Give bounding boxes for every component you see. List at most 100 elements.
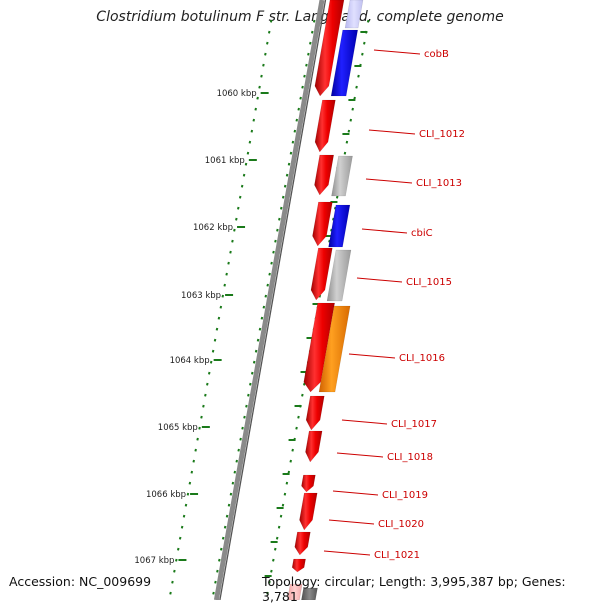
- gene-feature[interactable]: [305, 395, 325, 431]
- gene-feature[interactable]: [299, 492, 318, 531]
- ruler-dot: [236, 206, 240, 210]
- ruler-dot: [275, 536, 279, 540]
- ruler-dot: [254, 107, 257, 111]
- ruler-dot: [240, 184, 244, 188]
- ruler-dot: [258, 85, 261, 89]
- ruler-dot: [297, 415, 300, 419]
- ruler-dot: [190, 470, 194, 474]
- ruler-dot: [355, 85, 358, 89]
- ruler-dot: [357, 74, 360, 78]
- ruler-dot: [260, 316, 264, 320]
- ruler-dot: [264, 294, 268, 298]
- label-leader-line: [365, 178, 413, 184]
- ruler-dot: [267, 30, 271, 34]
- gene-feature[interactable]: [318, 305, 351, 393]
- ruler-dot: [274, 239, 277, 243]
- gene-feature[interactable]: [301, 587, 318, 600]
- gene-label[interactable]: CLI_1013: [416, 178, 462, 189]
- ruler-dot: [305, 63, 308, 67]
- ruler-dot: [229, 492, 233, 496]
- gene-feature[interactable]: [305, 430, 323, 463]
- ruler-dot: [295, 118, 299, 122]
- ruler-dot: [256, 96, 259, 100]
- gene-label[interactable]: CLI_1017: [391, 419, 437, 430]
- ruler-dot: [270, 569, 273, 573]
- ruler-dot: [245, 404, 248, 408]
- gene-label[interactable]: cbiC: [411, 228, 433, 239]
- ruler-dot: [223, 525, 227, 529]
- gene-label[interactable]: CLI_1015: [406, 277, 452, 288]
- ruler-dot: [301, 393, 304, 397]
- ruler-dot: [198, 426, 201, 430]
- ruler-dot: [277, 525, 281, 529]
- kbp-label: 1061 kbp: [205, 156, 245, 166]
- ruler-dot: [188, 481, 192, 485]
- ruler-dot: [235, 459, 239, 463]
- ruler-dot: [293, 129, 297, 133]
- ruler-dot: [217, 316, 221, 320]
- gene-label[interactable]: CLI_1021: [374, 550, 420, 561]
- ruler-dot: [363, 41, 366, 45]
- ruler-dot: [279, 206, 283, 210]
- gene-label[interactable]: CLI_1016: [399, 353, 445, 364]
- ruler-dot: [218, 558, 221, 562]
- ruler-dot: [180, 525, 184, 529]
- ruler-dot: [248, 140, 252, 144]
- ruler-dot: [238, 195, 242, 199]
- ruler-dot: [213, 338, 217, 342]
- gene-label[interactable]: CLI_1020: [378, 519, 424, 530]
- gene-feature[interactable]: [303, 302, 335, 393]
- ruler-dot: [268, 580, 271, 584]
- label-leader-line: [336, 452, 384, 458]
- ruler-dot: [250, 129, 254, 133]
- gene-label[interactable]: cobB: [424, 49, 449, 60]
- gene-feature[interactable]: [326, 249, 352, 302]
- ruler-dot: [216, 569, 219, 573]
- gene-feature[interactable]: [310, 247, 333, 301]
- ruler-dot: [268, 272, 271, 276]
- ruler-dot: [312, 19, 316, 23]
- ruler-dot: [214, 580, 217, 584]
- gene-feature[interactable]: [312, 201, 333, 247]
- gene-feature[interactable]: [301, 474, 316, 493]
- ruler-dot: [272, 558, 275, 562]
- ruler-dot: [258, 327, 262, 331]
- kbp-label: 1065 kbp: [158, 423, 198, 433]
- accession-text: Accession: NC_009699: [9, 574, 152, 589]
- ruler-dot: [223, 283, 226, 287]
- ruler-dot: [169, 591, 172, 595]
- label-leader-line: [373, 49, 421, 55]
- gene-feature[interactable]: [291, 558, 306, 573]
- gene-feature[interactable]: [294, 531, 311, 556]
- ruler-dot: [283, 492, 287, 496]
- ruler-dot: [242, 173, 246, 177]
- ruler-dot: [212, 591, 215, 595]
- gene-label[interactable]: CLI_1018: [387, 452, 433, 463]
- label-leader-line: [323, 550, 371, 556]
- ruler-dot: [254, 349, 258, 353]
- gene-feature[interactable]: [328, 204, 351, 248]
- ruler-dot: [335, 195, 339, 199]
- ruler-dot: [303, 382, 306, 386]
- gene-feature[interactable]: [287, 583, 303, 600]
- gene-feature[interactable]: [314, 154, 335, 196]
- gene-feature[interactable]: [331, 155, 353, 197]
- ruler-dot: [310, 30, 314, 34]
- ruler-dot: [200, 415, 203, 419]
- map-title: Clostridium botulinum F str. Langeland, …: [96, 9, 504, 25]
- gene-label[interactable]: CLI_1012: [419, 129, 465, 140]
- ruler-dot: [347, 129, 351, 133]
- gene-label[interactable]: CLI_1019: [382, 490, 428, 501]
- ruler-dot: [291, 140, 295, 144]
- kbp-label: 1067 kbp: [134, 556, 174, 566]
- ruler-dot: [303, 74, 306, 78]
- ruler-dot: [250, 371, 254, 375]
- ruler-dot: [281, 503, 285, 507]
- ruler-dot: [206, 382, 209, 386]
- gene-feature[interactable]: [330, 29, 359, 97]
- ruler-dot: [244, 162, 248, 166]
- gene-feature[interactable]: [314, 0, 345, 97]
- ruler-dot: [333, 206, 337, 210]
- gene-feature[interactable]: [344, 0, 364, 29]
- gene-feature[interactable]: [314, 99, 336, 153]
